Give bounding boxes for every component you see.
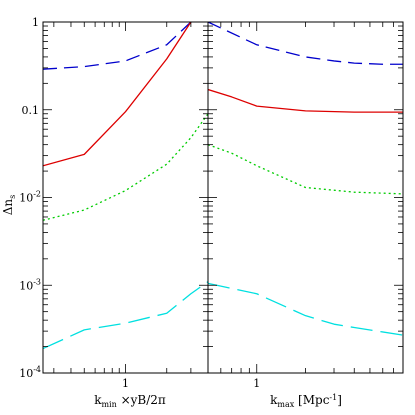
right-panel: 1 bbox=[207, 21, 404, 390]
y-axis-label: Δns bbox=[1, 195, 17, 216]
x-ticks bbox=[207, 22, 404, 373]
series-line-1 bbox=[208, 22, 403, 65]
series-line-2 bbox=[43, 22, 192, 167]
y-tick-label: 1 bbox=[32, 16, 39, 29]
left-x-axis-label: kmin ×yB/2π bbox=[94, 393, 166, 409]
y-tick-label: 10-3 bbox=[19, 277, 41, 292]
x-tick-label: 1 bbox=[122, 377, 129, 390]
left-panel: 1 1 0.1 10-2 10-3 10-4 bbox=[19, 16, 209, 390]
series-line-2 bbox=[208, 88, 403, 113]
series-line-4 bbox=[208, 282, 403, 336]
series-group bbox=[208, 22, 403, 336]
y-ticks bbox=[208, 25, 403, 374]
y-tick-label: 0.1 bbox=[22, 104, 40, 117]
axis-text: Δns kmin ×yB/2π kmax [Mpc-1] bbox=[1, 195, 342, 409]
series-line-4 bbox=[43, 281, 208, 350]
panel-frame bbox=[207, 21, 404, 374]
series-line-3 bbox=[208, 144, 403, 195]
x-ticks bbox=[53, 22, 209, 373]
series-line-3 bbox=[43, 113, 208, 221]
right-x-axis-label: kmax [Mpc-1] bbox=[270, 393, 342, 409]
panel-frame bbox=[42, 21, 209, 374]
series-line-1 bbox=[43, 22, 192, 70]
series-group bbox=[43, 22, 208, 350]
y-tick-label: 10-4 bbox=[19, 365, 41, 380]
x-tick-label: 1 bbox=[253, 377, 260, 390]
y-tick-label: 10-2 bbox=[19, 190, 41, 205]
y-ticks bbox=[43, 25, 208, 374]
